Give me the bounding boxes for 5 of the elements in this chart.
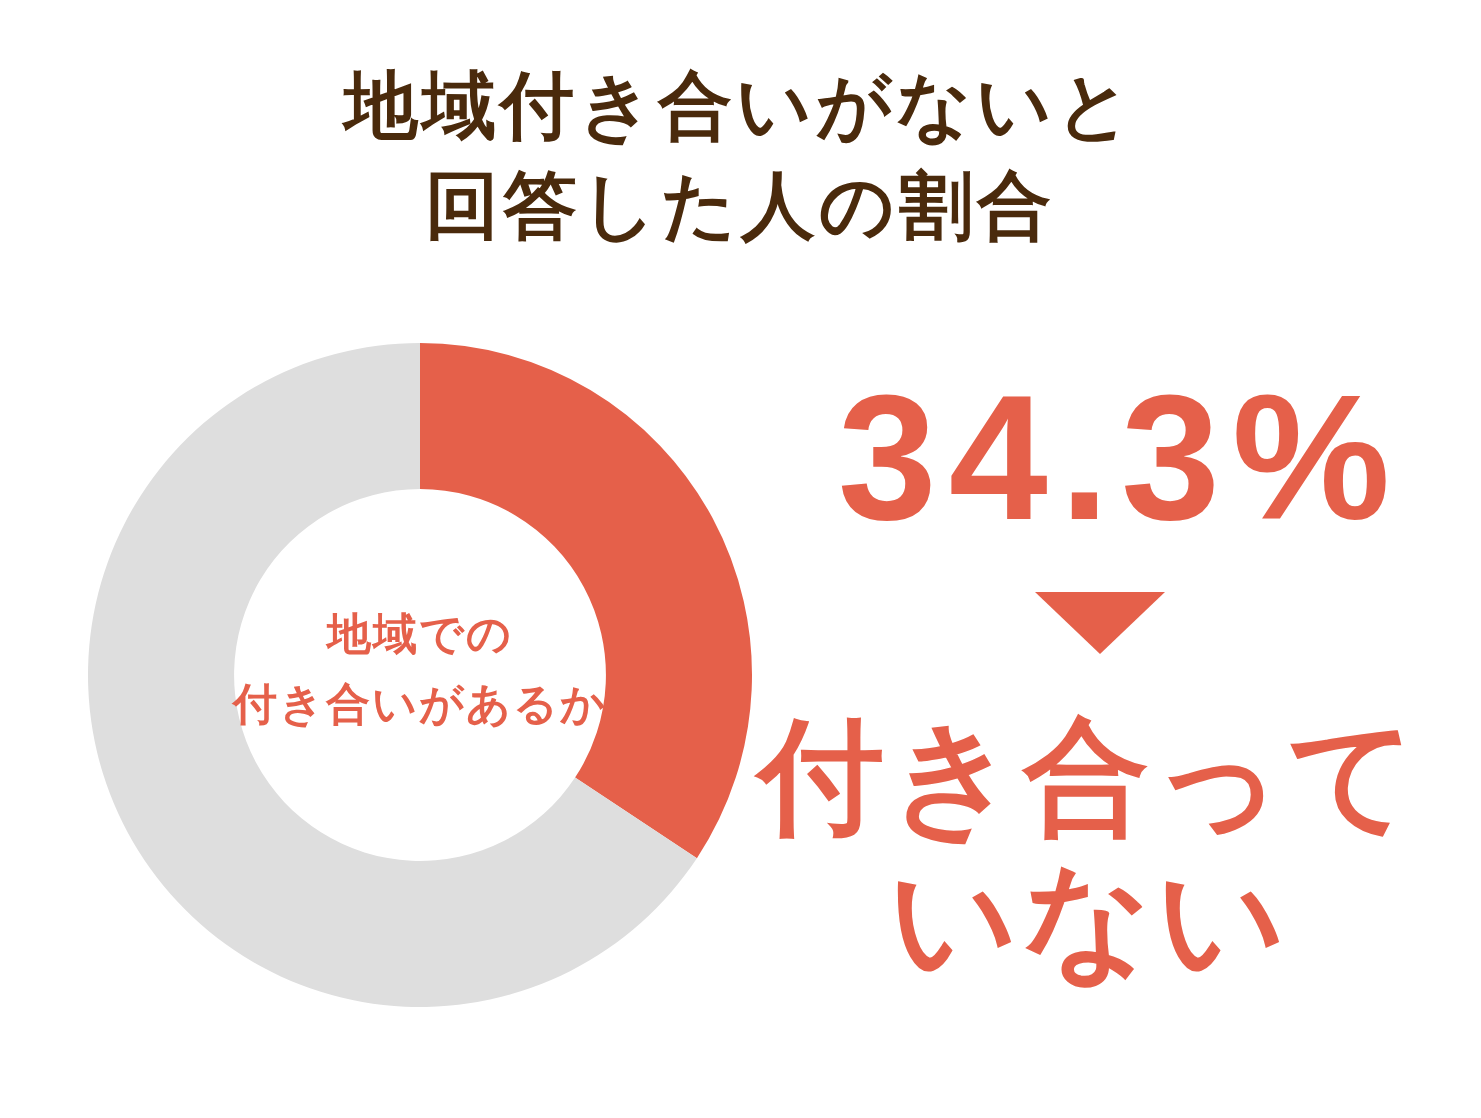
text: 地域での [324, 607, 514, 661]
data-label: 34.3% [836, 358, 1404, 557]
legend-label: 付き合っていない [753, 703, 1423, 993]
text: 付き合いがあるか [231, 677, 608, 731]
chart-title: 地域付き合いがないと回答した人の割合 [341, 61, 1137, 250]
